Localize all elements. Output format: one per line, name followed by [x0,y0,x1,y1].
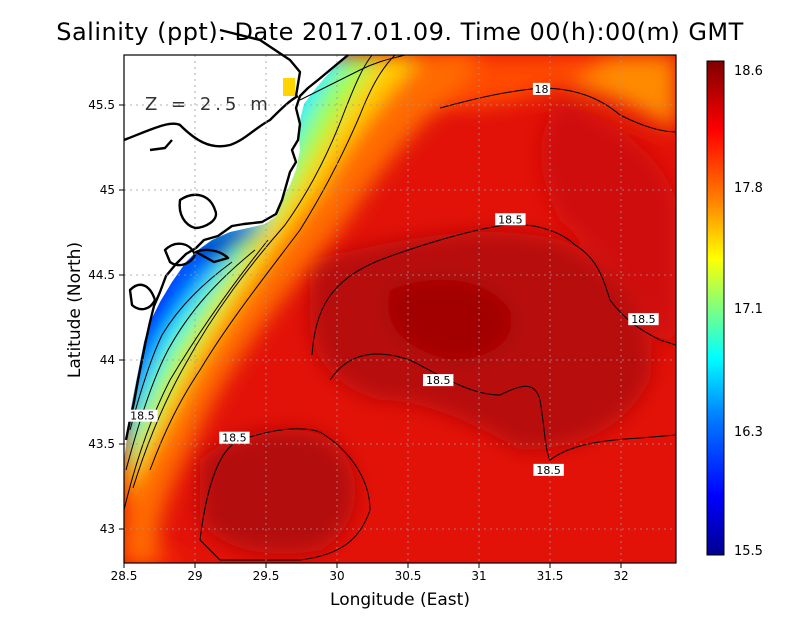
colorbar-label: 17.8 [734,181,763,196]
contour-label: 18.5 [219,431,250,445]
y-tick-label: 45 [100,183,115,197]
contour-label: 18.5 [628,313,659,326]
x-tick-labels: 28.5 29 29.5 30 30.5 31 31.5 32 [111,569,629,583]
x-tick-label: 30 [329,569,344,583]
y-tick-label: 44.5 [88,268,115,282]
tick-marks [119,104,622,568]
contour-lines [123,54,677,561]
plot-frame [123,54,677,564]
colorbar [706,60,725,556]
contour-label-text: 18.5 [130,410,155,423]
colorbar-labels: 18.6 17.8 17.1 16.3 15.5 [734,64,763,559]
contour-label: 18 [532,82,551,96]
colorbar-label: 17.1 [734,302,763,317]
land-mask [124,55,348,460]
x-tick-label: 29.5 [253,569,280,583]
y-tick-label: 44 [100,353,115,367]
y-axis-label: Latitude (North) [65,241,85,379]
contour-label: 18.5 [423,374,454,387]
contour-label-text: 18.5 [631,313,656,326]
contour-label-layer: 18 18.5 18.5 18.5 18.5 18.5 18.5 [127,82,659,477]
y-tick-labels: 43 43.5 44 44.5 45 45.5 [88,98,115,536]
colorbar-label: 15.5 [734,544,763,559]
contour-label-text: 18.5 [498,213,523,226]
contour-label-text: 18 [535,83,549,96]
depth-label: Z = 2.5 m [145,94,272,115]
x-tick-label: 28.5 [111,569,138,583]
x-axis-label: Longitude (East) [330,590,470,610]
x-tick-label: 31.5 [537,569,564,583]
contour-label: 18.5 [127,409,158,423]
colorbar-label: 16.3 [734,425,763,440]
x-tick-label: 31 [471,569,486,583]
contour-label: 18.5 [495,213,526,226]
contour-label-text: 18.5 [426,374,451,387]
map-title: Salinity (ppt). Date 2017.01.09. Time 00… [56,18,744,46]
contour-label: 18.5 [533,463,564,477]
contour-label-text: 18.5 [536,464,561,477]
contour-label-text: 18.5 [222,432,247,445]
y-tick-label: 45.5 [88,98,115,112]
grid-lines [124,55,676,563]
coastline [123,28,349,441]
y-tick-label: 43.5 [88,437,115,451]
lagoon-patch [283,78,295,96]
y-tick-label: 43 [100,522,115,536]
x-tick-label: 29 [187,569,202,583]
x-tick-label: 32 [613,569,628,583]
salinity-field [124,55,676,563]
x-tick-label: 30.5 [395,569,422,583]
colorbar-label: 18.6 [734,64,763,79]
